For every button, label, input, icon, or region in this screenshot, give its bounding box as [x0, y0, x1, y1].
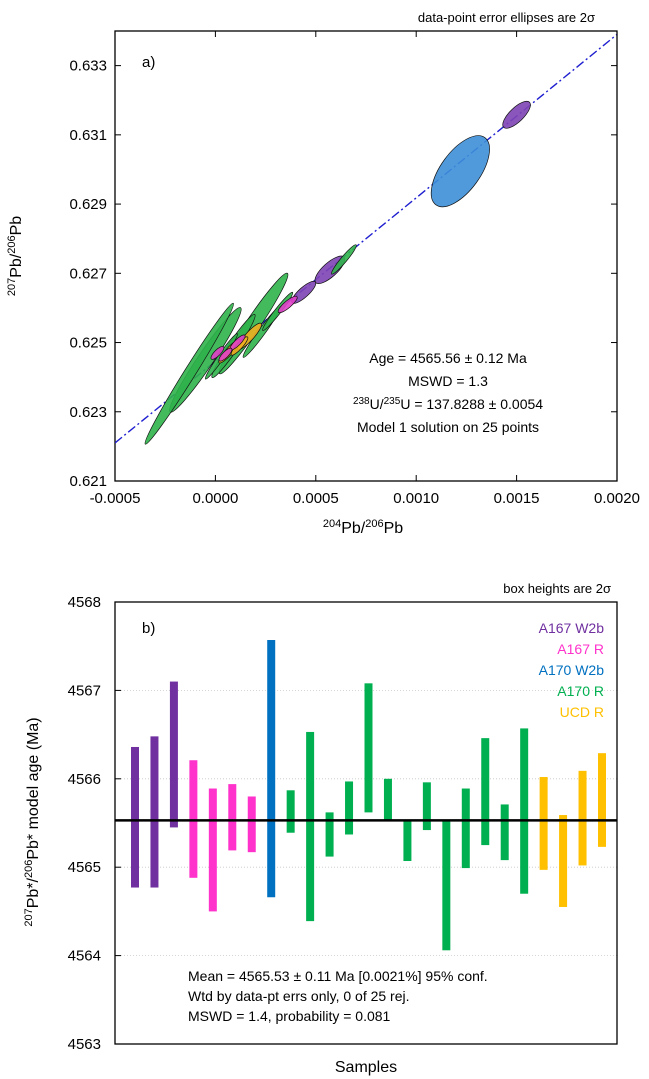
- panel-b: box heights are 2σ 4563 4564 4565 4566 4567 4…: [23, 581, 618, 1076]
- x-tick-label-a: 0.0005: [293, 490, 339, 507]
- y-tick-label-a: 0.631: [69, 127, 107, 144]
- legend-entry: UCD R: [560, 704, 604, 720]
- age-box: [442, 820, 451, 951]
- y-axis-label-a: 207Pb/206Pb: [6, 216, 25, 296]
- y-tick-label-a: 0.633: [69, 58, 107, 75]
- x-tick-label-a: 0.0015: [494, 490, 540, 507]
- stats-weighting: Wtd by data-pt errs only, 0 of 25 rej.: [188, 988, 410, 1004]
- y-tick-label-a: 0.629: [69, 196, 107, 213]
- x-tick-label-a: 0.0000: [192, 490, 238, 507]
- error-ellipse: [144, 302, 234, 445]
- age-box: [403, 820, 412, 862]
- panel-b-frame: [114, 601, 618, 1045]
- age-box: [598, 753, 606, 847]
- y-tick-label-a: 0.627: [69, 265, 107, 282]
- panel-a-label: a): [142, 54, 155, 71]
- age-box: [500, 804, 509, 861]
- isochron-annotation: Age = 4565.56 ± 0.12 Ma MSWD = 1.3 238U/…: [353, 350, 543, 435]
- error-ellipse: [277, 295, 298, 314]
- age-box: [364, 683, 373, 813]
- legend-entry: A170 W2b: [539, 662, 605, 678]
- y-tick-label-a: 0.625: [69, 335, 107, 352]
- age-box: [189, 760, 198, 878]
- panel-b-label: b): [142, 620, 155, 637]
- annotation-age: Age = 4565.56 ± 0.12 Ma: [369, 350, 527, 366]
- panel-a-frame: [114, 30, 618, 482]
- age-box: [325, 812, 334, 857]
- age-box: [539, 777, 548, 870]
- age-box: [247, 796, 256, 853]
- age-box: [481, 738, 490, 846]
- age-box: [131, 746, 139, 888]
- age-box: [383, 778, 392, 821]
- legend-entry: A170 R: [557, 683, 604, 699]
- error-ellipse: [331, 244, 357, 275]
- age-box: [228, 784, 237, 851]
- legend-entry: A167 W2b: [539, 620, 605, 636]
- age-box: [169, 681, 178, 828]
- age-box: [286, 790, 295, 833]
- annotation-uranium-ratio: 238U/235U = 137.8288 ± 0.0054: [353, 396, 543, 412]
- y-tick-label-a: 0.623: [69, 404, 107, 421]
- x-tick-label-a: 0.0010: [393, 490, 439, 507]
- legend-entry: A167 R: [557, 641, 604, 657]
- error-ellipse: [218, 347, 233, 362]
- error-ellipse: [210, 346, 225, 360]
- y-tick-label-b: 4563: [68, 1036, 101, 1053]
- annotation-mswd: MSWD = 1.3: [408, 373, 488, 389]
- y-tick-label-b: 4568: [68, 594, 101, 611]
- y-tick-label-b: 4565: [68, 859, 101, 876]
- y-axis-label-b: 207Pb*/206Pb* model age (Ma): [23, 717, 42, 926]
- panel-a: data-point error ellipses are 2σ -0.0005…: [6, 10, 640, 537]
- x-axis-label-b: Samples: [335, 1059, 397, 1076]
- y-tick-label-b: 4566: [68, 771, 101, 788]
- age-box: [345, 781, 354, 835]
- stats-mswd: MSWD = 1.4, probability = 0.081: [188, 1008, 391, 1024]
- panel-b-note: box heights are 2σ: [503, 581, 611, 596]
- y-tick-label-b: 4567: [68, 682, 101, 699]
- x-tick-label-a: 0.0020: [594, 490, 640, 507]
- error-ellipse: [430, 135, 490, 208]
- age-box: [578, 770, 587, 866]
- age-box: [267, 640, 276, 898]
- stats-mean: Mean = 4565.53 ± 0.11 Ma [0.0021%] 95% c…: [188, 968, 488, 984]
- age-box: [461, 788, 470, 869]
- age-box: [208, 788, 217, 912]
- mean-statistics: Mean = 4565.53 ± 0.11 Ma [0.0021%] 95% c…: [188, 968, 488, 1024]
- error-ellipse: [502, 100, 531, 129]
- x-tick-label-a: -0.0005: [90, 490, 141, 507]
- x-axis-label-a: 204Pb/206Pb: [323, 518, 403, 537]
- age-box: [520, 728, 529, 894]
- annotation-model: Model 1 solution on 25 points: [357, 419, 539, 435]
- y-tick-label-b: 4564: [68, 948, 101, 965]
- y-tick-label-a: 0.621: [69, 473, 107, 490]
- age-box: [422, 782, 431, 831]
- age-box: [559, 815, 568, 907]
- age-box: [150, 736, 159, 888]
- panel-a-note: data-point error ellipses are 2σ: [418, 10, 595, 25]
- age-box: [306, 731, 315, 922]
